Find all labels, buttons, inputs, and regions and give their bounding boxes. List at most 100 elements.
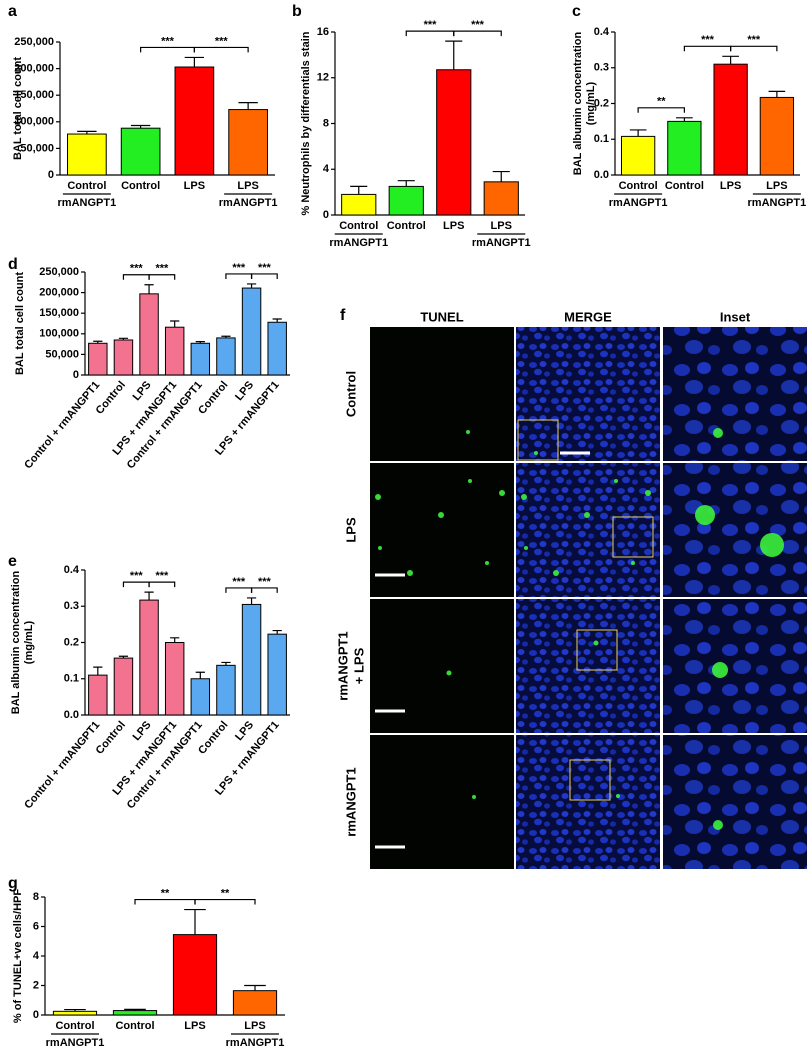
bar (216, 337, 236, 376)
inset-box (612, 516, 654, 558)
tunel-signal (713, 428, 723, 438)
error-bar (492, 170, 510, 182)
significance-label: ** (657, 96, 666, 108)
significance-bracket (250, 273, 278, 279)
tunel-signal (407, 570, 413, 576)
micrograph (663, 735, 807, 869)
significance-bracket (225, 587, 253, 593)
significance-bracket (637, 107, 685, 113)
tunel-signal (438, 512, 444, 518)
bar (88, 342, 108, 376)
bar (190, 678, 211, 716)
x-tick-label: Control (67, 180, 106, 192)
x-tick-label: Control + rmANGPT1 (22, 719, 102, 811)
significance-label: *** (424, 19, 438, 31)
x-tick-sublabel: rmANGPT1 (329, 237, 388, 249)
y-tick-label: 100,000 (39, 328, 79, 340)
error-bar (722, 55, 739, 65)
y-axis-label: BAL total cell count (12, 57, 24, 160)
bar (388, 185, 424, 216)
error-bar (130, 124, 151, 129)
significance-bracket (140, 46, 195, 53)
bar (241, 603, 262, 716)
panel-letter: a (8, 3, 17, 20)
x-tick-label: LPS (491, 220, 512, 232)
x-tick-label: LPS (443, 220, 464, 232)
significance-bracket (250, 587, 278, 593)
error-bar (124, 1008, 146, 1011)
error-bar (93, 340, 103, 344)
significance-label: *** (130, 263, 144, 275)
row-label: Control (343, 371, 358, 417)
bar (120, 127, 161, 176)
y-axis-label: (mg/mL) (585, 81, 597, 125)
tunel-signal (614, 479, 618, 483)
error-bar (144, 591, 154, 601)
significance-label: *** (155, 263, 169, 275)
significance-label: *** (232, 262, 246, 274)
bar (267, 321, 287, 376)
significance-bracket (730, 45, 778, 52)
x-tick-label: LPS (184, 1020, 205, 1032)
significance-bracket (148, 581, 176, 588)
bar (164, 326, 185, 376)
x-tick-label: Control (665, 180, 704, 192)
bar (267, 633, 287, 716)
y-tick-label: 0 (73, 369, 79, 381)
tunel-signal (378, 546, 382, 550)
significance-bracket (134, 898, 196, 905)
x-tick-sublabel: rmANGPT1 (609, 197, 668, 209)
tunel-signal (645, 490, 651, 496)
inset-box (576, 629, 618, 671)
significance-label: *** (701, 34, 715, 46)
error-bar (170, 320, 180, 328)
x-tick-label: LPS (766, 180, 787, 192)
tunel-signal (593, 640, 599, 646)
tunel-signal (499, 490, 505, 496)
tunel-signal (521, 494, 527, 500)
error-bar (118, 337, 129, 340)
y-tick-label: 8 (323, 117, 329, 129)
y-tick-label: 4 (33, 950, 40, 962)
y-tick-label: 50,000 (45, 348, 79, 360)
tunel-signal (446, 670, 452, 676)
x-tick-sublabel: rmANGPT1 (46, 1037, 105, 1049)
y-tick-label: 200,000 (39, 287, 79, 299)
x-tick-label: LPS (131, 379, 154, 403)
y-tick-label: 150,000 (39, 307, 79, 319)
bar (620, 135, 656, 176)
tunel-signal (584, 512, 590, 518)
y-tick-label: 50,000 (20, 142, 54, 154)
error-bar (221, 335, 231, 338)
significance-label: *** (471, 19, 485, 31)
row-label: rmANGPT1 (335, 631, 350, 700)
y-axis-label: BAL albumin concentration (572, 32, 584, 176)
x-tick-label: Control (339, 220, 378, 232)
tunel-signal (695, 505, 715, 525)
x-tick-sublabel: rmANGPT1 (219, 197, 278, 209)
error-bar (195, 671, 205, 679)
bar (164, 642, 185, 716)
bar (52, 1010, 98, 1016)
micrograph (370, 735, 514, 869)
error-bar (246, 283, 257, 289)
significance-bracket (453, 30, 502, 37)
bar (216, 664, 236, 716)
bar (713, 63, 748, 176)
error-bar (144, 284, 154, 294)
bar (139, 599, 159, 716)
significance-label: *** (215, 35, 229, 47)
bar (241, 287, 262, 376)
column-header: TUNEL (420, 309, 463, 324)
y-tick-label: 0 (323, 209, 329, 221)
tunel-signal (712, 662, 728, 678)
significance-label: *** (747, 34, 761, 46)
significance-bracket (683, 45, 732, 52)
error-bar (93, 666, 103, 676)
bar (113, 339, 134, 376)
x-tick-label: LPS (131, 719, 154, 743)
tunel-signal (466, 430, 470, 434)
tunel-signal (468, 479, 472, 483)
x-tick-label: LPS (720, 180, 741, 192)
